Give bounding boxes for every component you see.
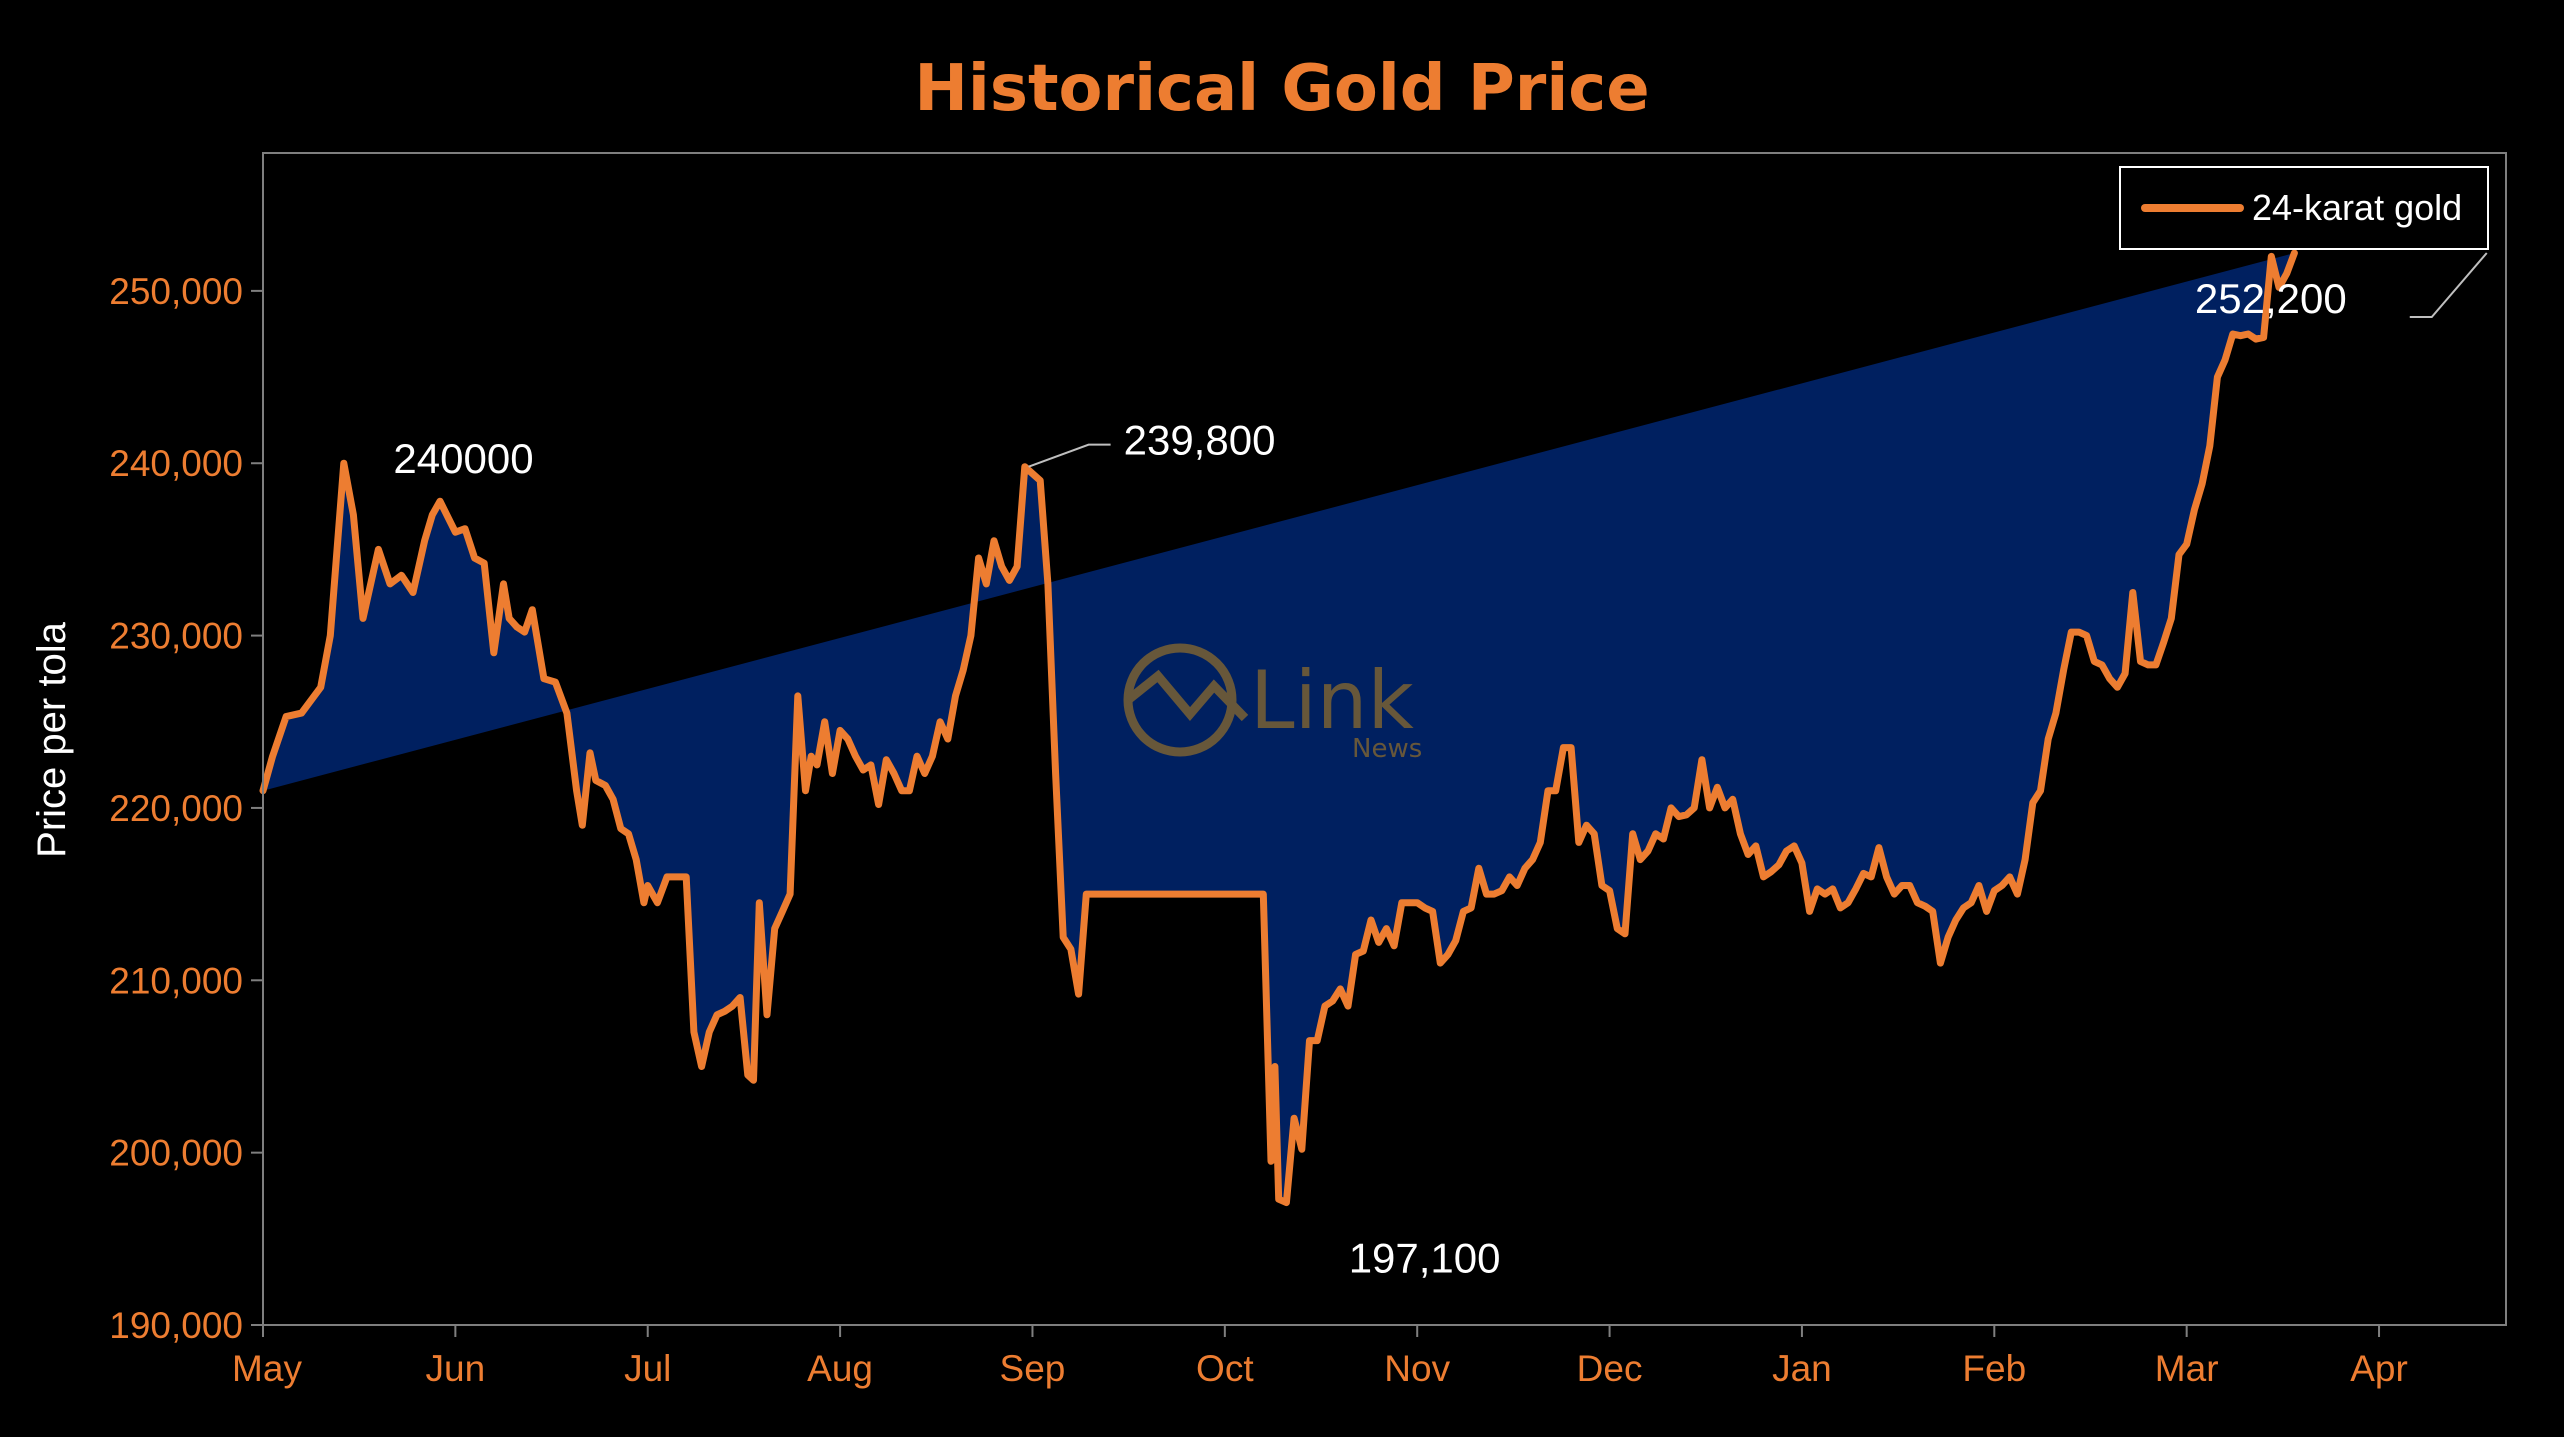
logo-wordmark: Link [1250,654,1415,747]
legend-label: 24-karat gold [2252,187,2462,228]
plot-area [259,152,2507,1326]
annotations: 240000 239,800 197,100 252,200 [393,252,2488,1282]
annotation-leader [2409,252,2488,318]
chart-title: Historical Gold Price [914,52,1649,126]
annotation-label: 197,100 [1349,1235,1501,1282]
y-tick-label: 250,000 [109,271,243,312]
x-tick-label: Apr [2350,1348,2408,1389]
watermark-logo: Link News [1123,643,1422,764]
series-line-24-karat-gold [259,249,2298,1207]
legend: 24-karat gold [2119,166,2489,250]
y-tick-label: 210,000 [109,960,243,1001]
x-axis-ticks: May Jun Jul Aug Sep Oct Nov Dec Jan Feb Mar Apr [232,1325,2408,1389]
y-tick-label: 240,000 [109,443,243,484]
x-tick-label: Jul [624,1348,671,1389]
x-tick-label: Jan [1772,1348,1832,1389]
x-tick-label: Jun [426,1348,486,1389]
annotation-label: 239,800 [1124,417,1276,464]
logo-subtext: News [1352,734,1422,764]
x-tick-label: Mar [2155,1348,2219,1389]
x-tick-label: Nov [1384,1348,1450,1389]
x-tick-label: Sep [1000,1348,1066,1389]
y-tick-label: 220,000 [109,788,243,829]
y-axis-label: Price per tola [30,621,74,857]
x-tick-label: Aug [807,1348,873,1389]
y-tick-label: 200,000 [109,1133,243,1174]
x-tick-label: Dec [1577,1348,1643,1389]
annotation-label: 252,200 [2195,275,2347,322]
x-tick-label: Oct [1196,1348,1254,1389]
y-tick-label: 230,000 [109,616,243,657]
y-tick-label: 190,000 [109,1305,243,1346]
y-axis-ticks: 190,000 200,000 210,000 220,000 230,000 240,0… [109,271,263,1346]
x-tick-label: Feb [1962,1348,2026,1389]
annotation-leader [1028,443,1111,468]
annotation-label: 240000 [393,435,533,482]
x-tick-label: May [232,1348,302,1389]
logo-wave-icon [1125,669,1249,722]
